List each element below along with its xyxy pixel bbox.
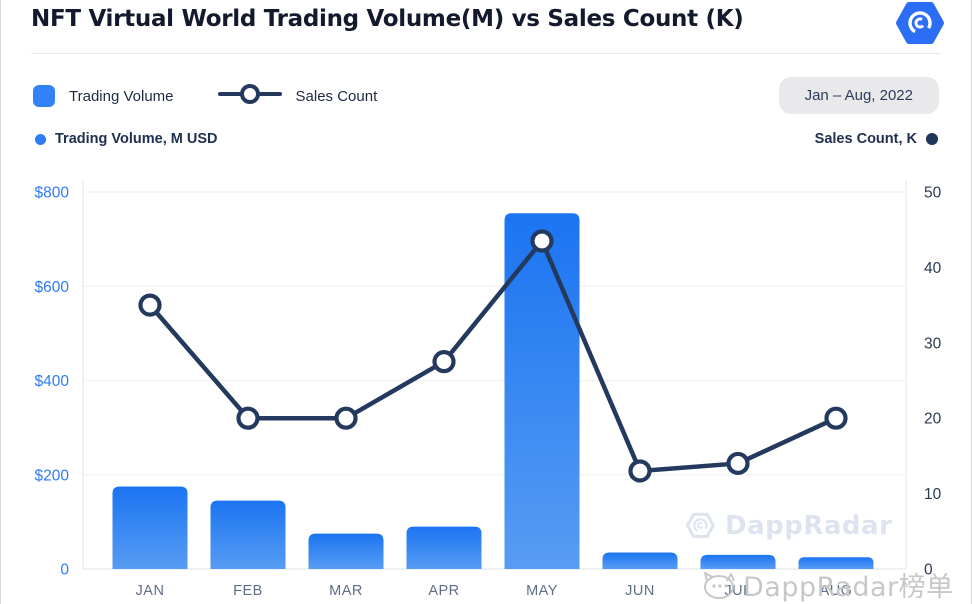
right-tick-10: 10: [924, 486, 942, 503]
line-point-feb: [236, 406, 260, 430]
bar-aug: [798, 557, 874, 569]
right-tick-40: 40: [924, 260, 942, 277]
bar-jan: [112, 486, 188, 569]
bar-mar: [308, 533, 384, 569]
sales-count-line-icon[interactable]: [217, 83, 282, 110]
legend-sales-count[interactable]: Sales Count: [295, 87, 378, 105]
right-tick-50: 50: [924, 185, 942, 202]
left-axis-caption: Trading Volume, M USD: [35, 131, 217, 147]
bar-feb: [210, 500, 286, 569]
x-label-apr: APR: [428, 583, 459, 599]
left-tick-200: $200: [35, 467, 70, 484]
line-point-jun: [628, 459, 652, 483]
right-axis-caption: Sales Count, K: [815, 131, 938, 147]
left-tick-600: $600: [35, 279, 70, 296]
x-label-mar: MAR: [329, 583, 363, 599]
left-axis-caption-text: Trading Volume, M USD: [55, 131, 218, 147]
bar-apr: [406, 526, 482, 569]
bar-jul: [700, 554, 776, 569]
left-tick-400: $400: [35, 373, 70, 390]
bar-may: [504, 213, 580, 570]
x-label-aug: AUG: [820, 583, 853, 599]
bar-jun: [602, 552, 678, 569]
chart-legend: Trading Volume Sales Count: [33, 83, 378, 110]
line-point-jan: [138, 293, 162, 317]
x-label-jul: JUL: [724, 583, 751, 599]
right-axis-caption-text: Sales Count, K: [814, 131, 917, 147]
line-point-aug: [824, 406, 848, 430]
page-title: NFT Virtual World Trading Volume(M) vs S…: [31, 6, 744, 32]
header-divider: [31, 53, 941, 54]
left-tick-800: $800: [35, 185, 70, 202]
line-point-apr: [432, 350, 456, 374]
right-tick-0: 0: [924, 562, 933, 579]
right-tick-20: 20: [924, 411, 942, 428]
x-label-jan: JAN: [136, 583, 165, 599]
x-label-may: MAY: [526, 583, 558, 599]
x-label-jun: JUN: [625, 583, 655, 599]
line-point-may: [530, 229, 554, 253]
right-tick-30: 30: [924, 335, 942, 352]
dappradar-logo-icon: [895, 1, 947, 52]
left-tick-0: 0: [60, 562, 69, 579]
sales-count-line: [147, 238, 839, 474]
navy-dot-icon: [926, 133, 938, 145]
line-point-jul: [726, 451, 750, 476]
blue-dot-icon: [35, 133, 46, 145]
trading-volume-swatch-icon[interactable]: [33, 85, 55, 107]
x-label-feb: FEB: [233, 583, 263, 599]
legend-trading-volume[interactable]: Trading Volume: [69, 87, 174, 105]
date-range-pill[interactable]: Jan – Aug, 2022: [778, 77, 939, 114]
line-point-mar: [334, 406, 358, 430]
